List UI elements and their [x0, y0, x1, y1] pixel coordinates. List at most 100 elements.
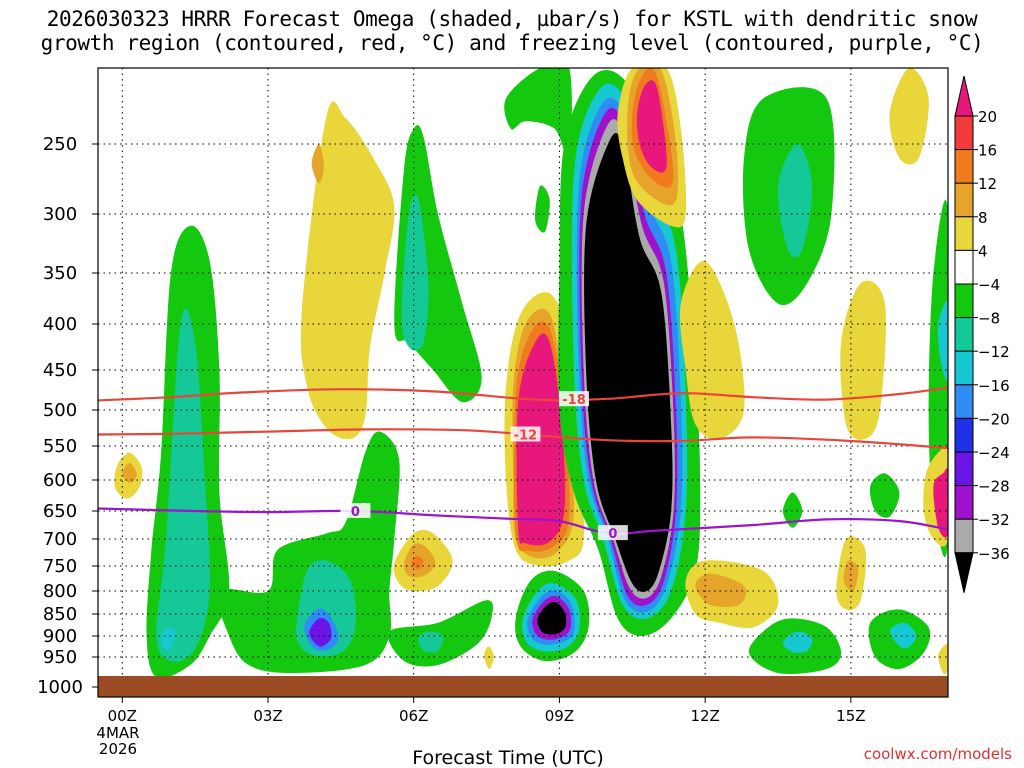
y-tick-label-500: 500	[43, 400, 77, 421]
omega-area-53	[889, 68, 929, 165]
colorbar-label-8: −16	[978, 377, 1010, 395]
omega-area-55	[937, 301, 948, 381]
ground-surface-bar	[98, 676, 948, 697]
contour-label-bg-0-0	[340, 503, 371, 518]
omega-area-48	[889, 622, 917, 649]
contour-label--12-0: -12	[514, 429, 538, 444]
omega-area-13	[309, 617, 332, 647]
colorbar-swatch-6	[954, 317, 974, 352]
x-tick-label-06Z: 06Z	[399, 707, 428, 725]
colorbar-swatch-8	[954, 384, 974, 419]
y-tick-label-900: 900	[43, 626, 77, 647]
y-tick-label-1000: 1000	[37, 677, 83, 698]
colorbar-label-7: −12	[978, 343, 1010, 361]
x-tick-label-03Z: 03Z	[253, 707, 282, 725]
y-tick-label-750: 750	[43, 556, 77, 577]
colorbar-cap-top	[954, 75, 974, 117]
chart-title-line-1: 2026030323 HRRR Forecast Omega (shaded, …	[46, 7, 978, 31]
omega-area-29	[584, 133, 673, 592]
x-tick-label-09Z: 09Z	[545, 707, 574, 725]
omega-area-41	[695, 573, 747, 608]
omega-area-34	[537, 601, 567, 635]
colorbar-label-6: −8	[978, 310, 1000, 328]
colorbar-label-5: −4	[978, 276, 1000, 294]
contour-line--18	[98, 386, 948, 402]
omega-area-17	[418, 631, 444, 653]
y-tick-label-850: 850	[43, 604, 77, 625]
colorbar-label-0: 20	[978, 108, 997, 126]
colorbar-swatch-4	[954, 249, 974, 285]
y-tick-label-250: 250	[43, 134, 77, 155]
omega-area-23	[504, 68, 572, 160]
omega-area-38	[636, 80, 667, 173]
colorbar-label-10: −24	[978, 444, 1010, 462]
x-tick-label-00Z: 00Z	[108, 707, 137, 725]
colorbar-swatch-5	[954, 283, 974, 319]
contour-label-0-0: 0	[351, 505, 360, 520]
y-tick-label-600: 600	[43, 470, 77, 491]
colorbar-swatch-7	[954, 350, 974, 386]
chart-title-line-2: growth region (contoured, red, °C) and f…	[40, 31, 984, 55]
colorbar-swatch-12	[954, 518, 974, 554]
y-tick-label-700: 700	[43, 529, 77, 550]
omega-area-18	[534, 185, 550, 233]
colorbar-label-11: −28	[978, 478, 1010, 496]
y-tick-label-950: 950	[43, 647, 77, 668]
x-axis-ticks: 00Z 03Z 06Z 09Z 12Z 15Z	[108, 697, 866, 725]
x-axis-label: Forecast Time (UTC)	[412, 747, 603, 768]
colorbar-label-1: 16	[978, 142, 997, 160]
y-tick-label-650: 650	[43, 501, 77, 522]
omega-area-43	[777, 144, 813, 258]
y-tick-label-300: 300	[43, 204, 77, 225]
colorbar-swatch-9	[954, 417, 974, 453]
colorbar-label-4: 4	[978, 242, 988, 260]
omega-area-15	[401, 194, 429, 351]
colorbar-swatch-0	[954, 115, 974, 151]
omega-area-3	[122, 462, 137, 484]
omega-area-6	[411, 556, 424, 570]
y-tick-label-550: 550	[43, 436, 77, 457]
omega-area-49	[869, 473, 900, 518]
y-axis-ticks: 2503003504004505005506006507007508008509…	[37, 134, 98, 698]
omega-shading	[114, 68, 948, 676]
colorbar-swatch-10	[954, 451, 974, 487]
contour-label--18-0: -18	[562, 393, 586, 408]
colorbar-label-2: 12	[978, 175, 997, 193]
colorbar-label-12: −32	[978, 511, 1010, 529]
contour-label-bg-0-1	[597, 525, 628, 541]
colorbar-label-9: −20	[978, 410, 1010, 428]
colorbar-label-3: 8	[978, 209, 988, 227]
contour-line-0	[98, 507, 948, 535]
contour-label-0-1: 0	[608, 527, 617, 542]
omega-area-52	[843, 560, 859, 592]
y-tick-label-450: 450	[43, 360, 77, 381]
contour-label-bg--18-0	[559, 391, 589, 407]
y-tick-label-800: 800	[43, 581, 77, 602]
omega-area-8	[156, 308, 211, 662]
colorbar-cap-bottom	[954, 552, 974, 593]
omega-area-1	[311, 143, 324, 184]
colorbar-swatch-1	[954, 149, 974, 184]
omega-area-45	[782, 631, 813, 653]
omega-area-16	[387, 600, 493, 667]
date-label-day: 4MAR	[96, 724, 139, 742]
omega-area-58	[484, 646, 494, 670]
grid-lines	[98, 68, 948, 676]
colorbar-swatch-3	[954, 216, 974, 251]
colorbar: 20 16 12 8 4 −4 −8 −12 −16 −20 −24 −28 −32 −36	[954, 75, 1010, 593]
colorbar-swatch-2	[954, 182, 974, 218]
y-tick-label-400: 400	[43, 314, 77, 335]
contour-lines: -18 -12 0 0	[98, 386, 948, 542]
omega-area-22	[516, 333, 566, 546]
contour-label-bg--12-0	[510, 426, 541, 442]
date-label-year: 2026	[99, 740, 137, 758]
colorbar-swatch-11	[954, 485, 974, 520]
omega-area-46	[782, 492, 803, 528]
omega-area-57	[933, 468, 948, 538]
omega-area-59	[938, 643, 948, 675]
omega-area-9	[161, 627, 176, 651]
credit-label: coolwx.com/models	[864, 745, 1012, 763]
colorbar-label-13: −36	[978, 545, 1010, 563]
y-tick-label-350: 350	[43, 263, 77, 284]
